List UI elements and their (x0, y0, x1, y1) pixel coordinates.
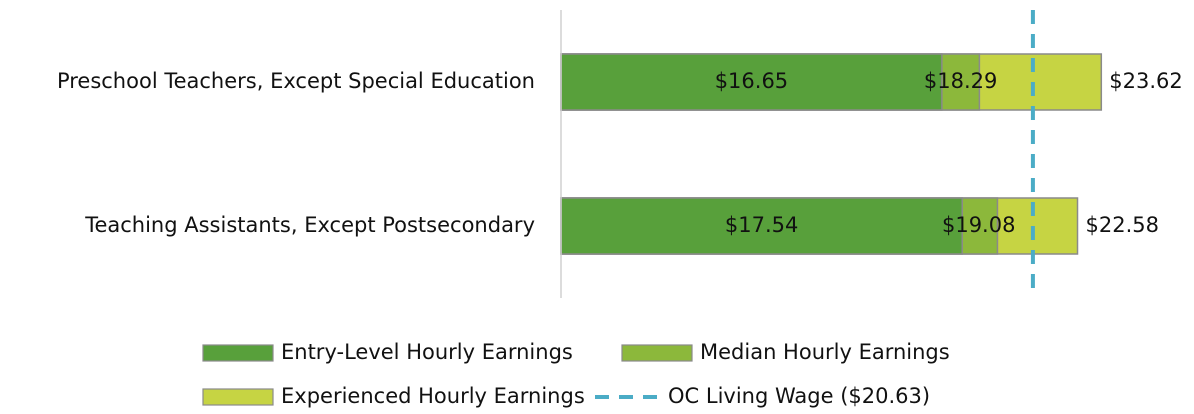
bar (560, 53, 943, 111)
value-label: $17.54 (725, 213, 798, 237)
value-label: $23.62 (1109, 69, 1182, 93)
category-label: Teaching Assistants, Except Postsecondar… (84, 213, 535, 237)
value-label: $19.08 (942, 213, 1015, 237)
value-label: $22.58 (1086, 213, 1159, 237)
legend-label: Median Hourly Earnings (700, 340, 950, 364)
value-label: $16.65 (715, 69, 788, 93)
legend-label: Experienced Hourly Earnings (281, 384, 585, 408)
legend-label: Entry-Level Hourly Earnings (281, 340, 573, 364)
value-label: $18.29 (924, 69, 997, 93)
category-label: Preschool Teachers, Except Special Educa… (57, 69, 535, 93)
legend-label: OC Living Wage ($20.63) (668, 384, 930, 408)
legend-swatch (621, 344, 693, 362)
legend-swatch (202, 344, 274, 362)
legend-swatch (202, 388, 274, 406)
